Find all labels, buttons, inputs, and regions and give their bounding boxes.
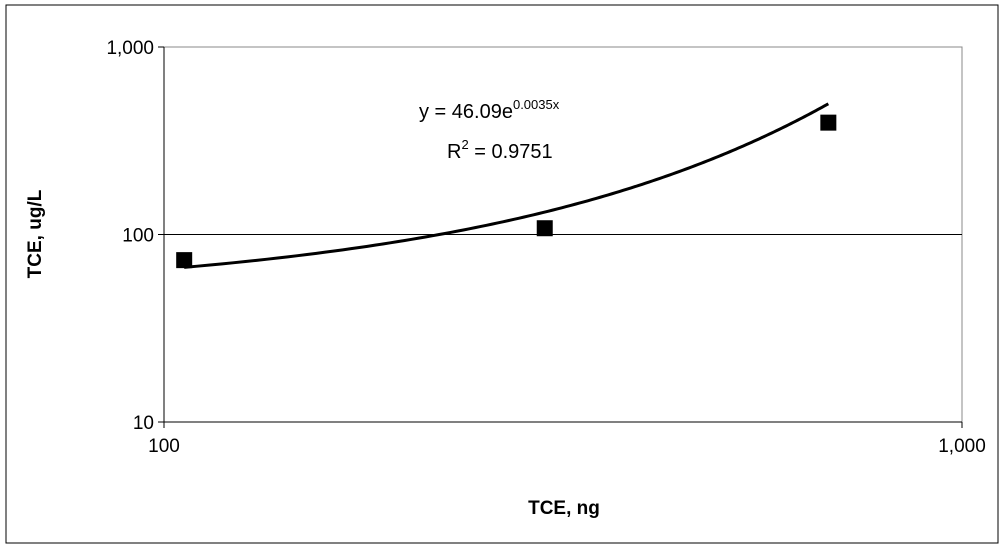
data-point-0-1 (536, 220, 553, 237)
y-axis-title: TCE, ug/L (25, 189, 46, 278)
data-point-0-0 (176, 252, 193, 269)
data-points (176, 114, 837, 269)
r-squared-label: R2 = 0.9751 (447, 137, 553, 163)
y-tick-label-2: 1,000 (106, 38, 154, 59)
trendline-layer (184, 102, 830, 269)
x-axis-title: TCE, ng (528, 498, 600, 519)
x-tick-label-1: 1,000 (938, 436, 986, 457)
y-tick-label-0: 10 (133, 413, 154, 434)
x-tick-label-0: 100 (148, 436, 180, 457)
trendline-equation: y = 46.09e0.0035x (419, 97, 560, 123)
trendline-curve (184, 102, 830, 269)
axes (158, 46, 963, 428)
data-point-0-2 (820, 114, 837, 131)
y-tick-label-1: 100 (122, 226, 154, 247)
